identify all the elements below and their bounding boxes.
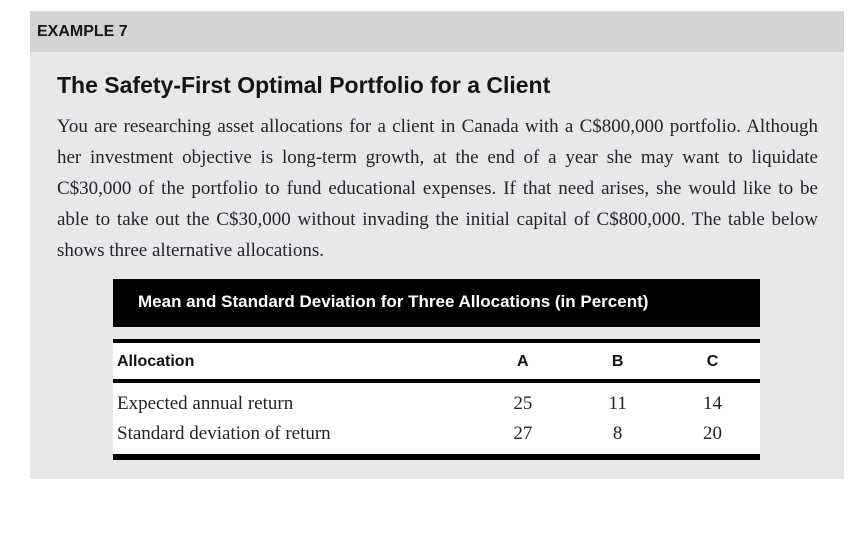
exhibit-caption: Mean and Standard Deviation for Three Al…: [113, 279, 760, 327]
column-header-a: A: [475, 341, 571, 383]
row-label-std-deviation: Standard deviation of return: [117, 423, 331, 444]
exhibit: Mean and Standard Deviation for Three Al…: [113, 279, 760, 460]
table-row: Expected annual return 25 11 14: [113, 381, 760, 419]
example-label: EXAMPLE 7: [37, 22, 128, 40]
cell-std-deviation-b: 8: [612, 423, 623, 444]
exhibit-caption-text: Mean and Standard Deviation for Three Al…: [138, 292, 649, 311]
example-box: EXAMPLE 7 The Safety-First Optimal Portf…: [30, 11, 844, 479]
row-label-expected-return: Expected annual return: [117, 393, 294, 414]
table-row: Standard deviation of return 27 8 20: [113, 419, 760, 457]
example-body: The Safety-First Optimal Portfolio for a…: [30, 52, 844, 479]
cell-expected-return-a: 25: [513, 393, 533, 414]
column-header-allocation: Allocation: [113, 341, 476, 383]
column-header-c: C: [665, 341, 760, 383]
cell-expected-return-c: 14: [703, 393, 723, 414]
allocations-table: Allocation A B C Expected annual return …: [113, 339, 760, 460]
column-header-b: B: [570, 341, 666, 383]
table-header-row: Allocation A B C: [113, 341, 760, 383]
cell-std-deviation-a: 27: [513, 423, 533, 444]
cell-expected-return-b: 11: [608, 393, 627, 414]
example-title: The Safety-First Optimal Portfolio for a…: [57, 72, 551, 98]
example-header: EXAMPLE 7: [30, 11, 844, 52]
cell-std-deviation-c: 20: [703, 423, 723, 444]
example-paragraph: You are researching asset allocations fo…: [57, 116, 818, 261]
